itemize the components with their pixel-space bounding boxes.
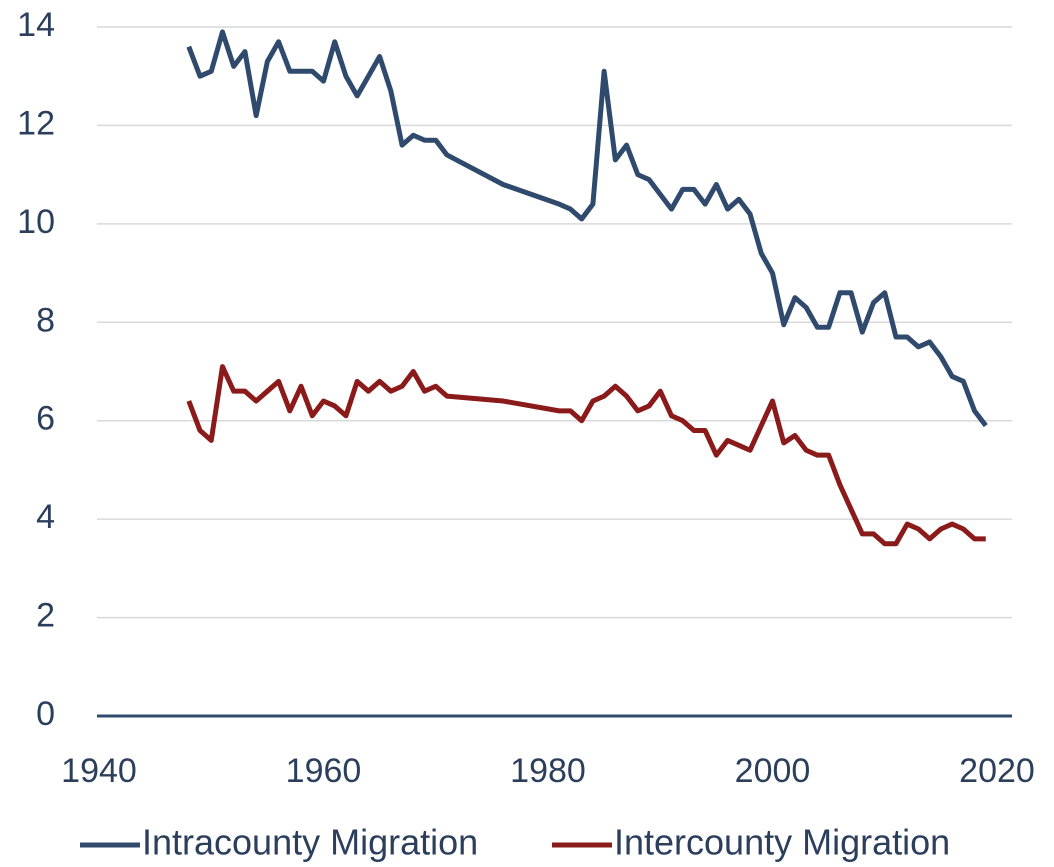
series-line — [186, 29, 988, 428]
series-line — [186, 364, 986, 547]
y-tick-label: 0 — [36, 695, 55, 733]
y-tick-label: 10 — [17, 203, 55, 241]
y-tick-label: 6 — [36, 400, 55, 438]
x-tick-label: 1960 — [286, 752, 362, 790]
x-tick-label: 1980 — [510, 752, 586, 790]
y-tick-label: 4 — [36, 498, 55, 536]
y-tick-label: 8 — [36, 301, 55, 339]
y-tick-label: 2 — [36, 597, 55, 635]
legend-label: Intracounty Migration — [142, 822, 478, 863]
x-tick-label: 2020 — [959, 752, 1035, 790]
y-tick-label: 12 — [17, 104, 55, 142]
x-tick-label: 2000 — [735, 752, 811, 790]
y-tick-label: 14 — [17, 6, 55, 44]
legend-label: Intercounty Migration — [614, 822, 950, 863]
x-tick-label: 1940 — [61, 752, 137, 790]
